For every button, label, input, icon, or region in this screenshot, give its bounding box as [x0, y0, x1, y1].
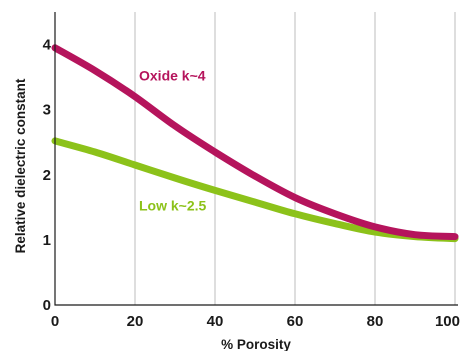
series-line-1 [51, 137, 459, 243]
series-annotation-1: Low k~2.5 [139, 198, 207, 214]
x-tick-label-40: 40 [207, 313, 224, 330]
grid [134, 12, 456, 305]
y-tick-label-3: 3 [43, 102, 51, 119]
x-tick-label-60: 60 [287, 313, 304, 330]
y-axis-label: Relative dielectric constant [13, 78, 28, 253]
x-tick-label-100: 100 [435, 313, 460, 330]
x-tick-label-20: 20 [127, 313, 144, 330]
x-axis-label: % Porosity [221, 337, 291, 351]
plot-frame [54, 12, 458, 306]
y-tick-label-1: 1 [43, 232, 51, 249]
axes [54, 12, 458, 306]
series-line-0 [51, 44, 459, 241]
y-tick-label-4: 4 [43, 37, 52, 54]
series [51, 44, 459, 243]
tick-labels: 0 20 40 60 80 100 0 1 2 3 4 [43, 37, 460, 330]
y-tick-label-0: 0 [43, 297, 51, 314]
series-annotation-0: Oxide k~4 [139, 67, 206, 83]
x-tick-label-80: 80 [367, 313, 384, 330]
labels: % Porosity Relative dielectric constant … [13, 67, 291, 351]
x-tick-label-0: 0 [51, 313, 59, 330]
y-tick-label-2: 2 [43, 167, 51, 184]
